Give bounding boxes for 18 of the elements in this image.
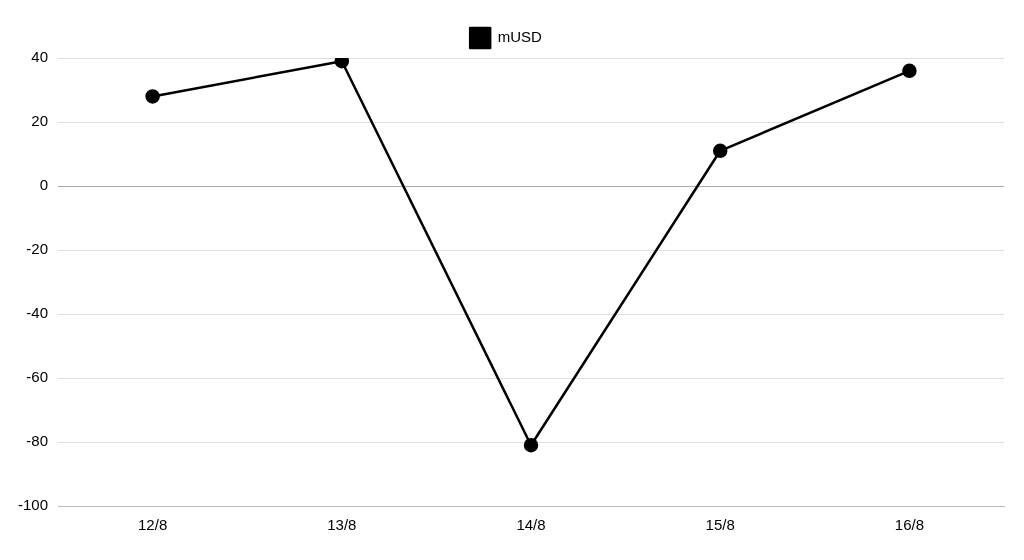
y-tick-label: -40 <box>26 304 49 322</box>
point <box>145 89 160 104</box>
y-tick-label: -100 <box>17 496 49 514</box>
x-tick-label: 14/8 <box>516 516 546 534</box>
y-tick-label: -80 <box>26 432 49 450</box>
x-tick-label: 15/8 <box>705 516 735 534</box>
y-tick-label: -60 <box>26 368 49 386</box>
point <box>523 437 539 453</box>
y-tick-label: -20 <box>26 240 49 258</box>
y-tick-label: 0 <box>39 176 49 194</box>
y-tick-label: 20 <box>31 112 49 130</box>
x-tick-label: 12/8 <box>138 516 168 534</box>
point <box>712 143 728 159</box>
legend-label: mUSD <box>497 28 542 46</box>
y-tick-label: 40 <box>31 48 49 66</box>
x-tick-label: 13/8 <box>327 516 357 534</box>
point <box>902 63 917 79</box>
x-tick-label: 16/8 <box>894 516 924 534</box>
